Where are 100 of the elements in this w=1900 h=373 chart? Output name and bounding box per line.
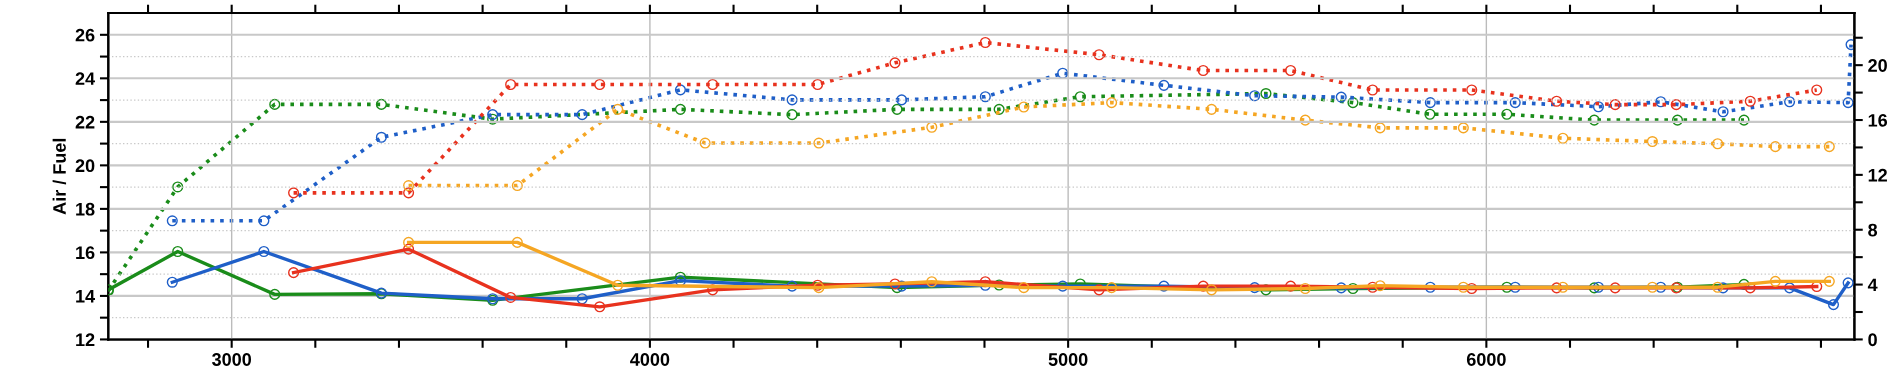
point xyxy=(1551,282,1563,294)
point xyxy=(1260,87,1272,100)
point xyxy=(269,98,281,110)
point xyxy=(699,137,711,149)
point xyxy=(487,113,499,125)
point xyxy=(403,187,415,199)
point xyxy=(1592,101,1605,113)
point xyxy=(1335,91,1347,103)
point xyxy=(993,103,1005,115)
point xyxy=(487,109,499,121)
point xyxy=(375,98,387,110)
point xyxy=(1823,141,1835,153)
point xyxy=(1738,114,1750,126)
point xyxy=(269,288,281,300)
point xyxy=(1106,97,1118,109)
point xyxy=(1646,135,1658,148)
y-tick-label: 14 xyxy=(76,290,96,303)
point xyxy=(1197,280,1209,292)
y-tick-label: 26 xyxy=(75,28,95,42)
point xyxy=(1592,281,1605,293)
y-tick-label: 18 xyxy=(76,202,95,216)
point xyxy=(1501,281,1513,293)
point xyxy=(166,276,178,288)
point xyxy=(1299,114,1311,126)
point xyxy=(288,267,300,279)
point xyxy=(511,180,523,192)
point xyxy=(172,181,184,193)
x-tick-label: 6000 xyxy=(1466,353,1506,366)
point xyxy=(1206,103,1218,115)
point xyxy=(1057,280,1069,292)
point xyxy=(896,94,908,106)
point xyxy=(1551,95,1563,107)
y2-tick-label: 12 xyxy=(1868,168,1887,182)
point xyxy=(1823,275,1835,287)
point xyxy=(1557,132,1569,144)
point xyxy=(1609,99,1621,111)
y-tick-label: 16 xyxy=(76,246,95,260)
y-tick-label: 12 xyxy=(76,333,95,346)
point xyxy=(166,215,178,227)
point xyxy=(1093,49,1105,61)
point xyxy=(1074,91,1086,103)
point xyxy=(288,187,300,199)
point xyxy=(1018,101,1030,113)
y-tick-label: 24 xyxy=(75,72,96,85)
point xyxy=(1457,281,1469,293)
point xyxy=(1249,90,1261,102)
point xyxy=(979,36,991,49)
point xyxy=(1588,114,1600,126)
point xyxy=(1769,275,1781,287)
point xyxy=(1299,282,1311,295)
point xyxy=(576,293,588,305)
point xyxy=(1106,282,1118,294)
point xyxy=(576,109,588,121)
point xyxy=(1671,114,1684,126)
point xyxy=(403,243,415,255)
point xyxy=(1285,64,1297,77)
point xyxy=(505,291,517,303)
point xyxy=(1457,122,1469,134)
point xyxy=(813,137,825,149)
point xyxy=(786,280,798,292)
point xyxy=(1769,141,1781,153)
y-tick-label: 20 xyxy=(75,159,95,173)
point xyxy=(891,103,903,115)
point xyxy=(258,215,270,227)
x-tick-label: 4000 xyxy=(630,353,670,366)
point xyxy=(505,78,517,91)
point xyxy=(1811,84,1823,96)
point xyxy=(1842,97,1854,109)
point xyxy=(979,91,991,103)
point xyxy=(375,131,387,143)
point xyxy=(674,103,686,115)
point xyxy=(1367,281,1379,293)
point xyxy=(1424,108,1436,120)
point xyxy=(403,180,415,192)
point xyxy=(1018,282,1030,294)
y-axis-title: Air / Fuel xyxy=(52,138,67,215)
point xyxy=(1717,106,1729,118)
point xyxy=(707,78,719,91)
point xyxy=(1501,108,1513,120)
y2-tick-label: 8 xyxy=(1868,223,1878,237)
point xyxy=(1646,281,1658,293)
point xyxy=(1842,277,1854,289)
y2-tick-label: 16 xyxy=(1868,113,1888,127)
y2-tick-label: 0 xyxy=(1868,333,1877,347)
point xyxy=(1670,99,1682,111)
point xyxy=(1347,282,1359,295)
x-tick-label: 3000 xyxy=(212,353,252,366)
point xyxy=(1374,280,1386,292)
point xyxy=(612,279,624,291)
point xyxy=(1845,39,1855,51)
y-tick-label: 22 xyxy=(75,115,95,129)
point xyxy=(1093,284,1105,296)
point xyxy=(172,245,184,258)
point xyxy=(889,278,901,290)
point xyxy=(1424,97,1436,109)
point xyxy=(786,94,798,106)
point xyxy=(1588,282,1600,294)
point xyxy=(1744,95,1756,107)
point xyxy=(1347,97,1359,109)
point xyxy=(1285,280,1297,292)
